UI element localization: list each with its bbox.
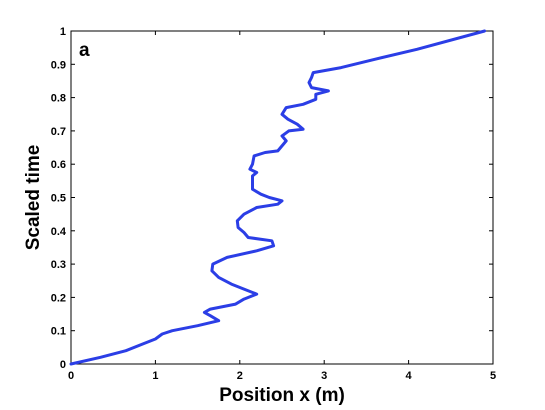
panel-label: a — [79, 40, 90, 61]
x-tick-label: 2 — [237, 370, 243, 382]
series-line-0 — [69, 29, 487, 366]
y-tick-label: 1 — [60, 26, 66, 38]
y-tick-label: 0.4 — [51, 226, 67, 238]
x-tick-label: 4 — [406, 370, 413, 382]
y-tick-label: 0.2 — [51, 292, 66, 304]
y-tick-label: 0.8 — [51, 93, 66, 105]
x-tick-label: 0 — [68, 370, 74, 382]
y-tick-label: 0.6 — [51, 159, 66, 171]
x-tick-label: 5 — [490, 370, 496, 382]
plot-frame — [70, 30, 494, 365]
y-tick-label: 0.5 — [51, 193, 66, 205]
y-tick-label: 0.9 — [51, 59, 66, 71]
y-tick-label: 0.1 — [51, 326, 66, 338]
y-axis-title: Scaled time — [23, 145, 44, 251]
y-tick-label: 0.7 — [51, 126, 66, 138]
x-tick-label: 1 — [152, 370, 158, 382]
y-tick-label: 0 — [60, 359, 66, 371]
x-tick-label: 3 — [321, 370, 327, 382]
y-tick-label: 0.3 — [51, 259, 66, 271]
x-axis-title: Position x (m) — [219, 385, 345, 406]
